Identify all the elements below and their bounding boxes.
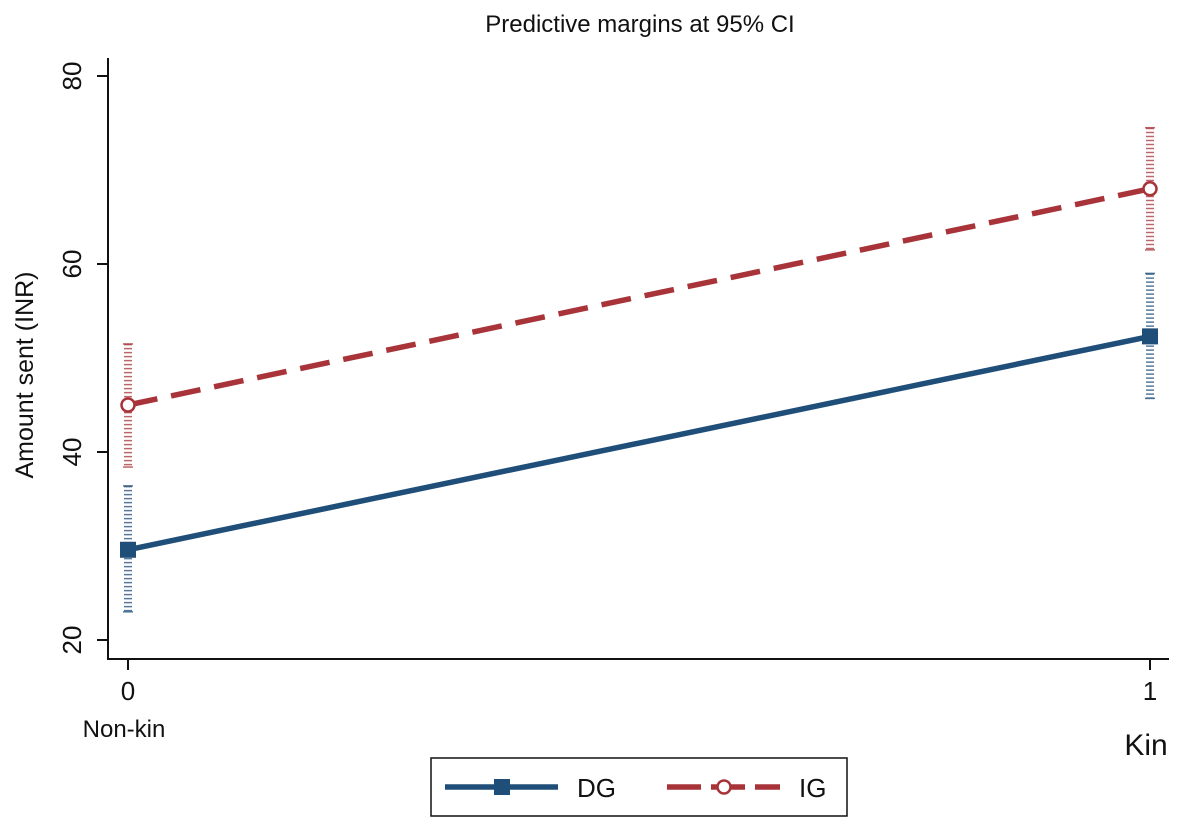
series-lines [127,186,1151,553]
legend-label-dg: DG [577,773,616,803]
marker-circle [1142,181,1158,197]
y-tick-label: 20 [57,626,87,655]
x-tick-label: 1 [1143,676,1157,706]
x-category-label-non-kin: Non-kin [83,716,166,743]
y-axis: 20 40 60 80 [57,58,109,660]
y-tick-label: 60 [57,250,87,279]
line-ig [127,186,1151,408]
legend-marker-circle [716,779,732,795]
legend-marker-square [494,779,510,795]
y-tick-label: 80 [57,62,87,91]
line-dg [127,333,1151,553]
marker-square [1142,328,1158,345]
y-axis-label: Amount sent (INR) [11,271,39,478]
data-markers [120,181,1158,558]
x-category-label-kin: Kin [1124,729,1167,762]
legend-label-ig: IG [799,773,826,803]
chart-title: Predictive margins at 95% CI [485,11,794,38]
x-tick-label: 0 [121,676,135,706]
legend: DG IG [430,757,848,817]
y-tick-label: 40 [57,438,87,467]
marker-square [120,541,136,558]
marker-circle [120,397,136,413]
